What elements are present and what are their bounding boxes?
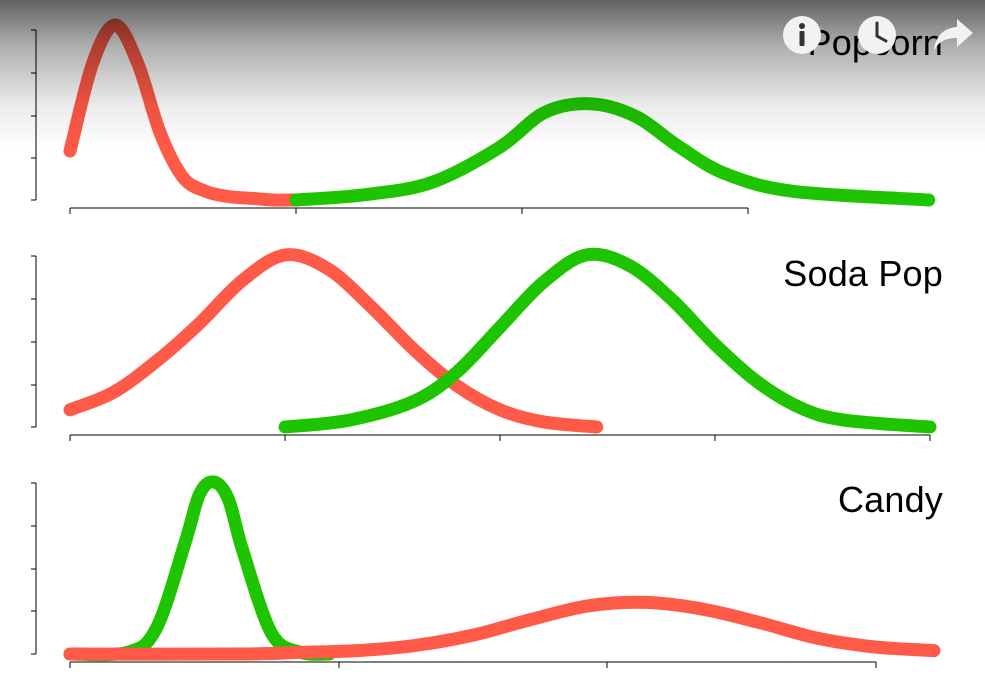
series-line-0-0 (63, 18, 303, 207)
series-line-0-1 (289, 97, 936, 207)
info-button[interactable] (782, 15, 822, 55)
series-line-1-1 (278, 247, 937, 434)
chart-title-soda-pop: Soda Pop (783, 253, 943, 294)
panel-soda-pop (31, 247, 937, 441)
series-line-1-0 (63, 248, 604, 434)
share-button[interactable] (930, 15, 976, 55)
panel-candy (31, 475, 941, 668)
share-arrow-icon (934, 19, 973, 51)
history-button[interactable] (857, 15, 897, 55)
clock-icon (858, 16, 896, 54)
info-icon (783, 16, 821, 54)
chart-title-candy: Candy (837, 479, 943, 520)
series-line-2-1 (63, 595, 941, 661)
series-line-2-0 (63, 475, 336, 662)
